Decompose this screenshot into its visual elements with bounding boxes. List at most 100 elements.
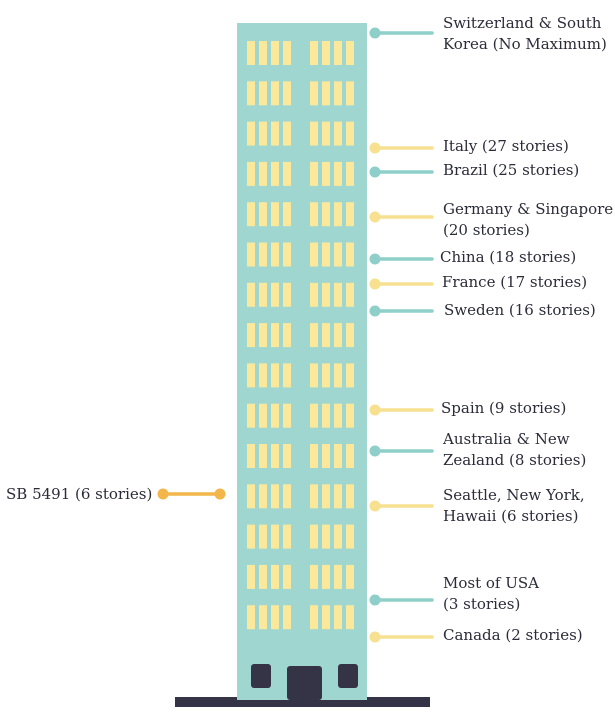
window-pane bbox=[283, 202, 291, 227]
window-pane bbox=[247, 363, 255, 388]
window-pane bbox=[334, 484, 342, 509]
window-pane bbox=[310, 121, 318, 146]
bill-connector-dot bbox=[157, 488, 169, 500]
window-pane bbox=[247, 41, 255, 65]
window-pane bbox=[271, 524, 279, 549]
window-pane bbox=[322, 484, 330, 509]
label-most-of-usa: Most of USA (3 stories) bbox=[443, 574, 539, 613]
window-pane bbox=[247, 202, 255, 227]
window-pane bbox=[271, 564, 279, 589]
window-pane bbox=[247, 323, 255, 348]
main-entrance bbox=[287, 666, 322, 700]
label-france: France (17 stories) bbox=[442, 273, 588, 291]
label-switzerland-south-korea: Switzerland & South Korea (No Maximum) bbox=[443, 14, 607, 53]
window-pane bbox=[259, 323, 267, 348]
window-pane bbox=[334, 81, 342, 106]
window-pane bbox=[322, 161, 330, 186]
window-pane bbox=[322, 403, 330, 428]
window-pane bbox=[259, 121, 267, 146]
window-pane bbox=[283, 282, 291, 307]
window-pane bbox=[322, 202, 330, 227]
window-pane bbox=[310, 564, 318, 589]
window-pane bbox=[334, 444, 342, 468]
window-pane bbox=[346, 484, 354, 509]
connector-dot bbox=[369, 445, 381, 457]
window-pane bbox=[322, 323, 330, 348]
window-pane bbox=[334, 242, 342, 267]
window-pane bbox=[322, 282, 330, 307]
connector-dot bbox=[369, 594, 381, 606]
connector-dot bbox=[369, 631, 381, 643]
window-pane bbox=[346, 524, 354, 549]
building-body bbox=[237, 23, 367, 700]
side-door-right bbox=[338, 664, 358, 688]
window-pane bbox=[271, 605, 279, 630]
window-pane bbox=[259, 524, 267, 549]
window-pane bbox=[334, 323, 342, 348]
label-brazil: Brazil (25 stories) bbox=[443, 161, 580, 179]
window-pane bbox=[259, 484, 267, 509]
window-pane bbox=[322, 363, 330, 388]
window-pane bbox=[334, 41, 342, 65]
building bbox=[175, 23, 430, 707]
window-pane bbox=[259, 605, 267, 630]
connector-dot bbox=[369, 305, 381, 317]
window-pane bbox=[346, 81, 354, 106]
connector-dot bbox=[369, 500, 381, 512]
side-door-left bbox=[251, 664, 271, 688]
window-pane bbox=[259, 403, 267, 428]
window-pane bbox=[334, 121, 342, 146]
window-pane bbox=[310, 444, 318, 468]
window-pane bbox=[310, 202, 318, 227]
window-pane bbox=[283, 363, 291, 388]
window-pane bbox=[271, 41, 279, 65]
window-pane bbox=[310, 524, 318, 549]
connector-dot bbox=[369, 253, 381, 265]
window-pane bbox=[334, 282, 342, 307]
label-canada: Canada (2 stories) bbox=[443, 626, 583, 644]
window-pane bbox=[334, 363, 342, 388]
window-pane bbox=[247, 484, 255, 509]
window-pane bbox=[247, 282, 255, 307]
window-pane bbox=[271, 444, 279, 468]
window-pane bbox=[322, 444, 330, 468]
window-pane bbox=[247, 564, 255, 589]
window-pane bbox=[283, 564, 291, 589]
window-pane bbox=[271, 363, 279, 388]
window-pane bbox=[271, 282, 279, 307]
window-pane bbox=[346, 282, 354, 307]
window-pane bbox=[283, 605, 291, 630]
ground-bar bbox=[175, 697, 430, 707]
window-pane bbox=[310, 484, 318, 509]
window-pane bbox=[259, 363, 267, 388]
window-pane bbox=[283, 484, 291, 509]
window-pane bbox=[346, 564, 354, 589]
window-pane bbox=[247, 444, 255, 468]
window-pane bbox=[283, 444, 291, 468]
window-pane bbox=[322, 121, 330, 146]
window-pane bbox=[259, 41, 267, 65]
window-pane bbox=[283, 524, 291, 549]
label-australia-new-zealand: Australia & New Zealand (8 stories) bbox=[443, 430, 587, 469]
window-pane bbox=[271, 323, 279, 348]
window-pane bbox=[346, 41, 354, 65]
connector-dot bbox=[369, 142, 381, 154]
window-pane bbox=[346, 363, 354, 388]
window-pane bbox=[310, 403, 318, 428]
marker-connectors bbox=[157, 27, 434, 643]
window-pane bbox=[271, 484, 279, 509]
window-pane bbox=[271, 81, 279, 106]
window-pane bbox=[346, 202, 354, 227]
window-pane bbox=[334, 161, 342, 186]
window-pane bbox=[322, 41, 330, 65]
window-pane bbox=[346, 444, 354, 468]
window-pane bbox=[283, 323, 291, 348]
window-pane bbox=[259, 242, 267, 267]
window-pane bbox=[283, 81, 291, 106]
window-pane bbox=[322, 81, 330, 106]
label-germany-singapore: Germany & Singapore (20 stories) bbox=[443, 200, 614, 239]
window-pane bbox=[346, 605, 354, 630]
window-pane bbox=[247, 81, 255, 106]
